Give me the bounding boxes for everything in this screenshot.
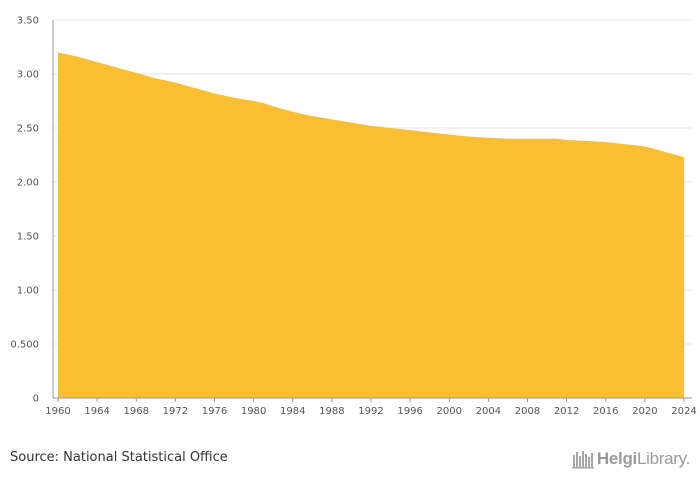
area-series-layer	[58, 52, 684, 399]
x-tick-label: 1976	[202, 406, 227, 417]
y-tick-label: 1.00	[17, 286, 39, 297]
brand-logo[interactable]: HelgiLibrary.	[571, 448, 690, 470]
x-axis-labels: 1960 1964 1968 1972 1976 1980 1984 1988 1992 1996…	[45, 406, 696, 417]
y-tick-label: 2.50	[17, 124, 39, 135]
source-note: Source: National Statistical Office	[10, 450, 228, 465]
x-tick-label: 1992	[358, 406, 383, 417]
x-tick-label: 2004	[476, 406, 501, 417]
brand-name-part2: Library.	[636, 449, 690, 468]
brand-name-part1: Helgi	[596, 449, 637, 468]
brand-name: HelgiLibrary.	[597, 449, 690, 469]
x-tick-label: 1960	[45, 406, 70, 417]
x-tick-label: 2024	[671, 406, 696, 417]
x-tick-label: 2020	[632, 406, 657, 417]
y-tick-label: 0	[33, 394, 39, 405]
x-tick-label: 1984	[280, 406, 305, 417]
y-axis-labels: 0 0.500 1.00 1.50 2.00 2.50 3.00 3.50	[10, 16, 39, 405]
x-tick-label: 1996	[397, 406, 422, 417]
y-tick-label: 2.00	[17, 178, 39, 189]
x-tick-label: 2016	[593, 406, 618, 417]
x-tick-label: 1972	[163, 406, 188, 417]
x-tick-label: 1964	[84, 406, 109, 417]
y-tick-label: 3.50	[17, 16, 39, 27]
axes	[52, 20, 692, 402]
x-tick-label: 1988	[319, 406, 344, 417]
x-tick-label: 2008	[515, 406, 540, 417]
x-tick-label: 2012	[554, 406, 579, 417]
x-tick-label: 1980	[241, 406, 266, 417]
y-tick-label: 0.500	[10, 340, 39, 351]
x-tick-label: 1968	[124, 406, 149, 417]
x-tick-label: 2000	[437, 406, 462, 417]
area-series	[58, 52, 684, 399]
y-tick-label: 3.00	[17, 70, 39, 81]
y-tick-label: 1.50	[17, 232, 39, 243]
library-icon	[571, 451, 594, 469]
